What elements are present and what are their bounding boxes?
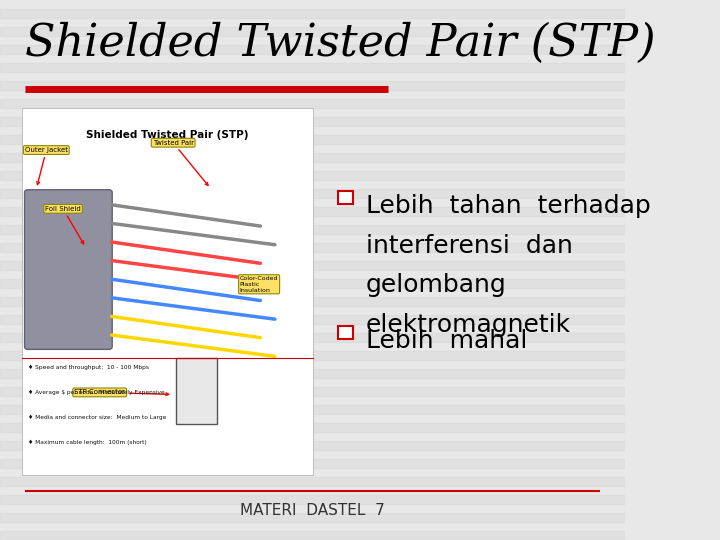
Bar: [0, 495, 625, 504]
Text: ♦ Average $ per node:  Moderately Expensive: ♦ Average $ per node: Moderately Expensi…: [27, 390, 164, 395]
Bar: [0, 405, 625, 414]
Bar: [0, 243, 625, 252]
Text: ♦ Media and connector size:  Medium to Large: ♦ Media and connector size: Medium to La…: [27, 415, 166, 420]
FancyBboxPatch shape: [22, 108, 312, 475]
Bar: [0, 117, 625, 126]
Text: Lebih  mahal: Lebih mahal: [366, 329, 527, 353]
Bar: [338, 326, 353, 339]
Bar: [0, 351, 625, 360]
Bar: [0, 45, 625, 54]
Bar: [338, 191, 353, 204]
Bar: [0, 63, 625, 72]
Bar: [0, 369, 625, 378]
Bar: [0, 153, 625, 162]
Bar: [0, 315, 625, 324]
Text: ♦ Maximum cable length:  100m (short): ♦ Maximum cable length: 100m (short): [27, 440, 146, 445]
Text: Outer Jacket: Outer Jacket: [24, 147, 68, 185]
Bar: [0, 27, 625, 36]
Bar: [0, 9, 625, 18]
Bar: [0, 135, 625, 144]
Bar: [0, 441, 625, 450]
Bar: [0, 477, 625, 486]
Bar: [0, 261, 625, 270]
Text: Twisted Pair: Twisted Pair: [153, 140, 208, 185]
Bar: [0, 225, 625, 234]
Text: Color-Coded
Plastic
Insulation: Color-Coded Plastic Insulation: [240, 276, 279, 293]
Text: gelombang: gelombang: [366, 273, 506, 297]
Bar: [0, 207, 625, 216]
Text: Foil Shield: Foil Shield: [45, 206, 84, 244]
Text: Shielded Twisted Pair (STP): Shielded Twisted Pair (STP): [86, 130, 248, 140]
Text: interferensi  dan: interferensi dan: [366, 234, 572, 258]
Bar: [0, 513, 625, 522]
Bar: [0, 387, 625, 396]
Bar: [0, 189, 625, 198]
Bar: [0, 279, 625, 288]
Bar: [0, 99, 625, 108]
Bar: [0, 171, 625, 180]
Text: STP Connector: STP Connector: [74, 389, 168, 396]
Text: ♦ Speed and throughput:  10 - 100 Mbps: ♦ Speed and throughput: 10 - 100 Mbps: [27, 365, 149, 370]
Text: MATERI  DASTEL  7: MATERI DASTEL 7: [240, 503, 385, 518]
Text: Shielded Twisted Pair (STP): Shielded Twisted Pair (STP): [25, 22, 656, 65]
Text: elektromagnetik: elektromagnetik: [366, 313, 571, 336]
Text: Lebih  tahan  terhadap: Lebih tahan terhadap: [366, 194, 650, 218]
Bar: [0, 333, 625, 342]
Bar: [0, 459, 625, 468]
Bar: [0, 81, 625, 90]
Bar: [0, 423, 625, 432]
FancyBboxPatch shape: [176, 357, 217, 424]
Bar: [0, 297, 625, 306]
FancyBboxPatch shape: [24, 190, 112, 349]
Bar: [0, 531, 625, 540]
